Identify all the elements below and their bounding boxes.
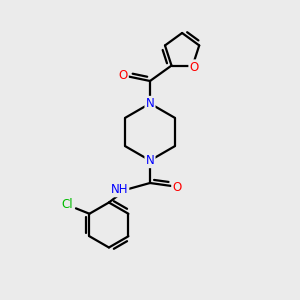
Text: N: N bbox=[146, 97, 154, 110]
Text: O: O bbox=[172, 181, 182, 194]
Text: NH: NH bbox=[111, 183, 128, 196]
Text: Cl: Cl bbox=[62, 198, 73, 211]
Text: O: O bbox=[190, 61, 199, 74]
Text: O: O bbox=[118, 69, 127, 82]
Text: N: N bbox=[146, 154, 154, 167]
